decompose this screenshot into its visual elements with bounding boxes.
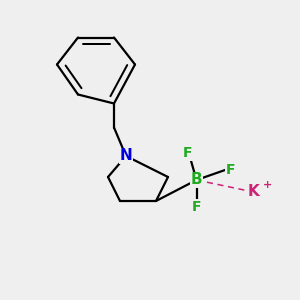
Text: N: N: [120, 148, 132, 164]
Text: +: +: [263, 179, 272, 190]
Text: K: K: [248, 184, 260, 200]
Text: F: F: [192, 200, 201, 214]
Text: B: B: [191, 172, 202, 188]
Text: F: F: [183, 146, 192, 160]
Text: F: F: [225, 163, 235, 176]
